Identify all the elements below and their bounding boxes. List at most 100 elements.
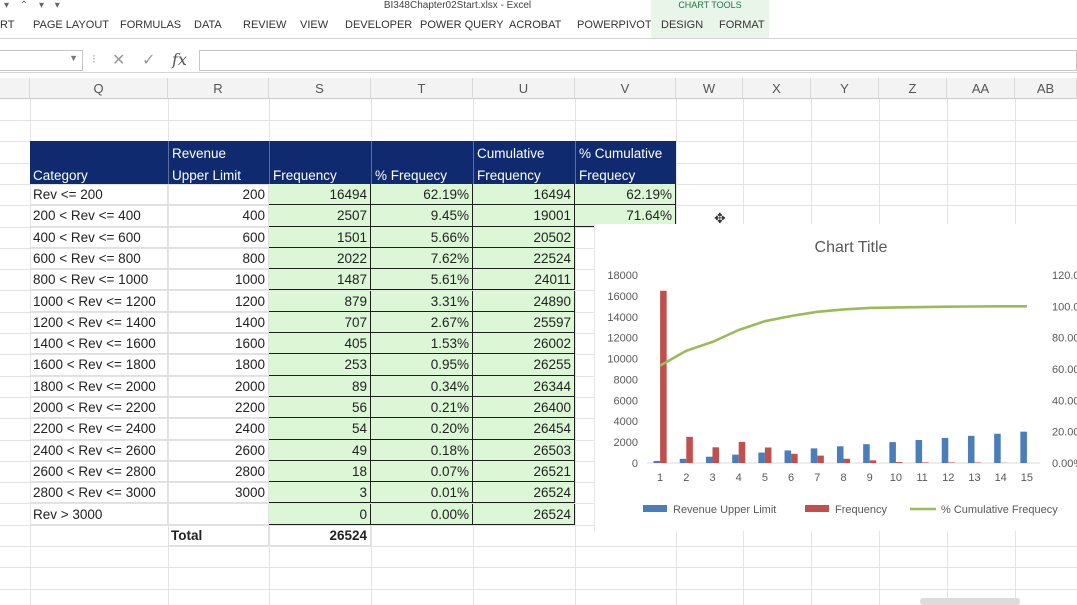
cell-frequency[interactable]: 879 <box>269 290 371 312</box>
header-pct-cumulative[interactable]: % Cumulative Frequecy <box>575 141 676 184</box>
cell-category[interactable]: 2800 < Rev <= 3000 <box>30 482 168 504</box>
tab-page-layout[interactable]: PAGE LAYOUT <box>33 19 110 31</box>
column-header[interactable]: V <box>575 78 676 99</box>
cell-upper-limit[interactable]: 2600 <box>168 439 269 461</box>
cell-category[interactable]: 200 < Rev <= 400 <box>30 205 168 227</box>
cell-category[interactable]: 1000 < Rev <= 1200 <box>30 290 168 312</box>
header-category[interactable]: Category <box>30 141 168 184</box>
cell-upper-limit[interactable]: 2400 <box>168 418 269 440</box>
cell-frequency[interactable]: 54 <box>269 418 371 440</box>
cell-upper-limit[interactable]: 1200 <box>168 290 269 312</box>
cell-category[interactable]: 2600 < Rev <= 2800 <box>30 460 168 483</box>
cell-upper-limit[interactable]: 1600 <box>168 333 269 355</box>
column-header[interactable]: W <box>676 78 743 99</box>
column-header[interactable]: Q <box>30 78 168 99</box>
column-header[interactable]: R <box>168 78 269 99</box>
cell-pct-frequency[interactable]: 5.61% <box>371 269 473 291</box>
cell-pct-frequency[interactable]: 7.62% <box>371 247 473 270</box>
cell-cumulative[interactable]: 20502 <box>473 226 575 248</box>
column-header[interactable]: S <box>269 78 371 99</box>
cell-cumulative[interactable]: 26400 <box>473 397 575 419</box>
cell-cumulative[interactable]: 26503 <box>473 439 575 461</box>
cell-category[interactable]: 1800 < Rev <= 2000 <box>30 375 168 397</box>
cell-upper-limit[interactable]: 2800 <box>168 460 269 483</box>
tab-insert[interactable]: RT <box>0 19 15 31</box>
column-header[interactable]: T <box>371 78 473 99</box>
column-header[interactable]: U <box>473 78 575 99</box>
cell-frequency[interactable]: 2507 <box>269 205 371 227</box>
cell-upper-limit[interactable]: 1800 <box>168 354 269 376</box>
cell-pct-frequency[interactable]: 62.19% <box>371 184 473 206</box>
header-upper-limit[interactable]: Revenue Upper Limit <box>168 141 269 184</box>
cell-pct-frequency[interactable]: 9.45% <box>371 205 473 227</box>
cell-pct-frequency[interactable]: 0.00% <box>371 503 473 525</box>
total-value[interactable]: 26524 <box>269 525 371 547</box>
cell-pct-frequency[interactable]: 5.66% <box>371 226 473 248</box>
cell-pct-frequency[interactable]: 0.18% <box>371 439 473 461</box>
cell-category[interactable]: 400 < Rev <= 600 <box>30 226 168 248</box>
horizontal-scrollbar[interactable] <box>920 598 1020 605</box>
cell-category[interactable]: 1600 < Rev <= 1800 <box>30 354 168 376</box>
cell-upper-limit[interactable]: 1400 <box>168 311 269 334</box>
cell-upper-limit[interactable]: 200 <box>168 184 269 206</box>
cell-category[interactable]: Rev <= 200 <box>30 184 168 206</box>
cell-cumulative[interactable]: 24011 <box>473 269 575 291</box>
tab-formulas[interactable]: FORMULAS <box>120 19 182 31</box>
cell-cumulative[interactable]: 26344 <box>473 375 575 397</box>
cell-cumulative[interactable]: 24890 <box>473 290 575 312</box>
cell-pct-frequency[interactable]: 0.01% <box>371 482 473 504</box>
total-label[interactable]: Total <box>168 525 269 547</box>
cell-frequency[interactable]: 0 <box>269 503 371 525</box>
column-header[interactable]: X <box>743 78 811 99</box>
column-header[interactable]: Z <box>879 78 947 99</box>
pareto-chart[interactable]: Chart Title 18000 16000 14000 12000 10000 8000… <box>594 224 1077 531</box>
tab-acrobat[interactable]: ACROBAT <box>509 19 562 31</box>
cell-pct-frequency[interactable]: 0.07% <box>371 460 473 483</box>
formula-input[interactable] <box>199 50 1077 71</box>
cell-upper-limit[interactable] <box>168 503 269 525</box>
cell-pct-frequency[interactable]: 0.95% <box>371 354 473 376</box>
tab-format[interactable]: FORMAT <box>719 19 765 31</box>
cell-frequency[interactable]: 1487 <box>269 269 371 291</box>
tab-review[interactable]: REVIEW <box>243 19 287 31</box>
quick-access-icons[interactable]: ▾ ⌃ ▾ ▾ <box>4 0 64 11</box>
tab-developer[interactable]: DEVELOPER <box>345 19 413 31</box>
cell-frequency[interactable]: 253 <box>269 354 371 376</box>
cell-cumulative[interactable]: 26521 <box>473 460 575 483</box>
column-header[interactable]: Y <box>811 78 879 99</box>
tab-view[interactable]: VIEW <box>300 19 329 31</box>
confirm-icon[interactable]: ✓ <box>142 52 156 69</box>
cell-upper-limit[interactable]: 600 <box>168 226 269 248</box>
tab-data[interactable]: DATA <box>194 19 222 31</box>
cell-upper-limit[interactable]: 800 <box>168 247 269 270</box>
cell-upper-limit[interactable]: 400 <box>168 205 269 227</box>
cell-cumulative[interactable]: 26454 <box>473 418 575 440</box>
cell-frequency[interactable]: 18 <box>269 460 371 483</box>
cancel-icon[interactable]: ✕ <box>112 52 126 69</box>
cell-category[interactable]: 2200 < Rev <= 2400 <box>30 418 168 440</box>
header-pct-frequency[interactable]: % Frequecy <box>371 141 473 184</box>
column-header[interactable]: AA <box>947 78 1015 99</box>
cell-frequency[interactable]: 707 <box>269 311 371 334</box>
cell-cumulative[interactable]: 19001 <box>473 205 575 227</box>
cell-category[interactable]: 600 < Rev <= 800 <box>30 247 168 270</box>
column-header[interactable]: AB <box>1015 78 1077 99</box>
cell-cumulative[interactable]: 26524 <box>473 482 575 504</box>
cell-pct-frequency[interactable]: 0.21% <box>371 397 473 419</box>
cell-pct-frequency[interactable]: 2.67% <box>371 311 473 334</box>
cell-category[interactable]: 2000 < Rev <= 2200 <box>30 397 168 419</box>
cell-cumulative[interactable]: 26002 <box>473 333 575 355</box>
header-frequency[interactable]: Frequency <box>269 141 371 184</box>
cell-upper-limit[interactable]: 3000 <box>168 482 269 504</box>
cell-category[interactable]: 800 < Rev <= 1000 <box>30 269 168 291</box>
tab-powerpivot[interactable]: POWERPIVOT <box>577 19 652 31</box>
cell-pct-frequency[interactable]: 0.20% <box>371 418 473 440</box>
name-box[interactable]: ▼ <box>0 50 83 71</box>
cell-upper-limit[interactable]: 2200 <box>168 397 269 419</box>
cell-cumulative[interactable]: 26524 <box>473 503 575 525</box>
cell-frequency[interactable]: 3 <box>269 482 371 504</box>
cell-frequency[interactable]: 1501 <box>269 226 371 248</box>
cell-category[interactable]: 2400 < Rev <= 2600 <box>30 439 168 461</box>
cell-category[interactable]: 1400 < Rev <= 1600 <box>30 333 168 355</box>
cell-frequency[interactable]: 56 <box>269 397 371 419</box>
